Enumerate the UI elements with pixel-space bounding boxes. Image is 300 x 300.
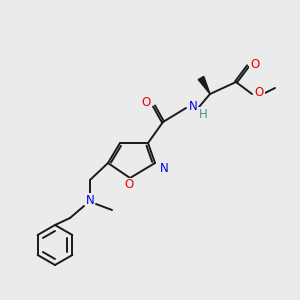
- Text: O: O: [250, 58, 260, 71]
- Text: N: N: [85, 194, 94, 206]
- Text: N: N: [160, 161, 168, 175]
- Text: H: H: [199, 107, 207, 121]
- Text: O: O: [141, 97, 151, 110]
- Text: O: O: [124, 178, 134, 191]
- Text: N: N: [189, 100, 197, 113]
- Text: O: O: [254, 86, 264, 100]
- Polygon shape: [198, 76, 210, 94]
